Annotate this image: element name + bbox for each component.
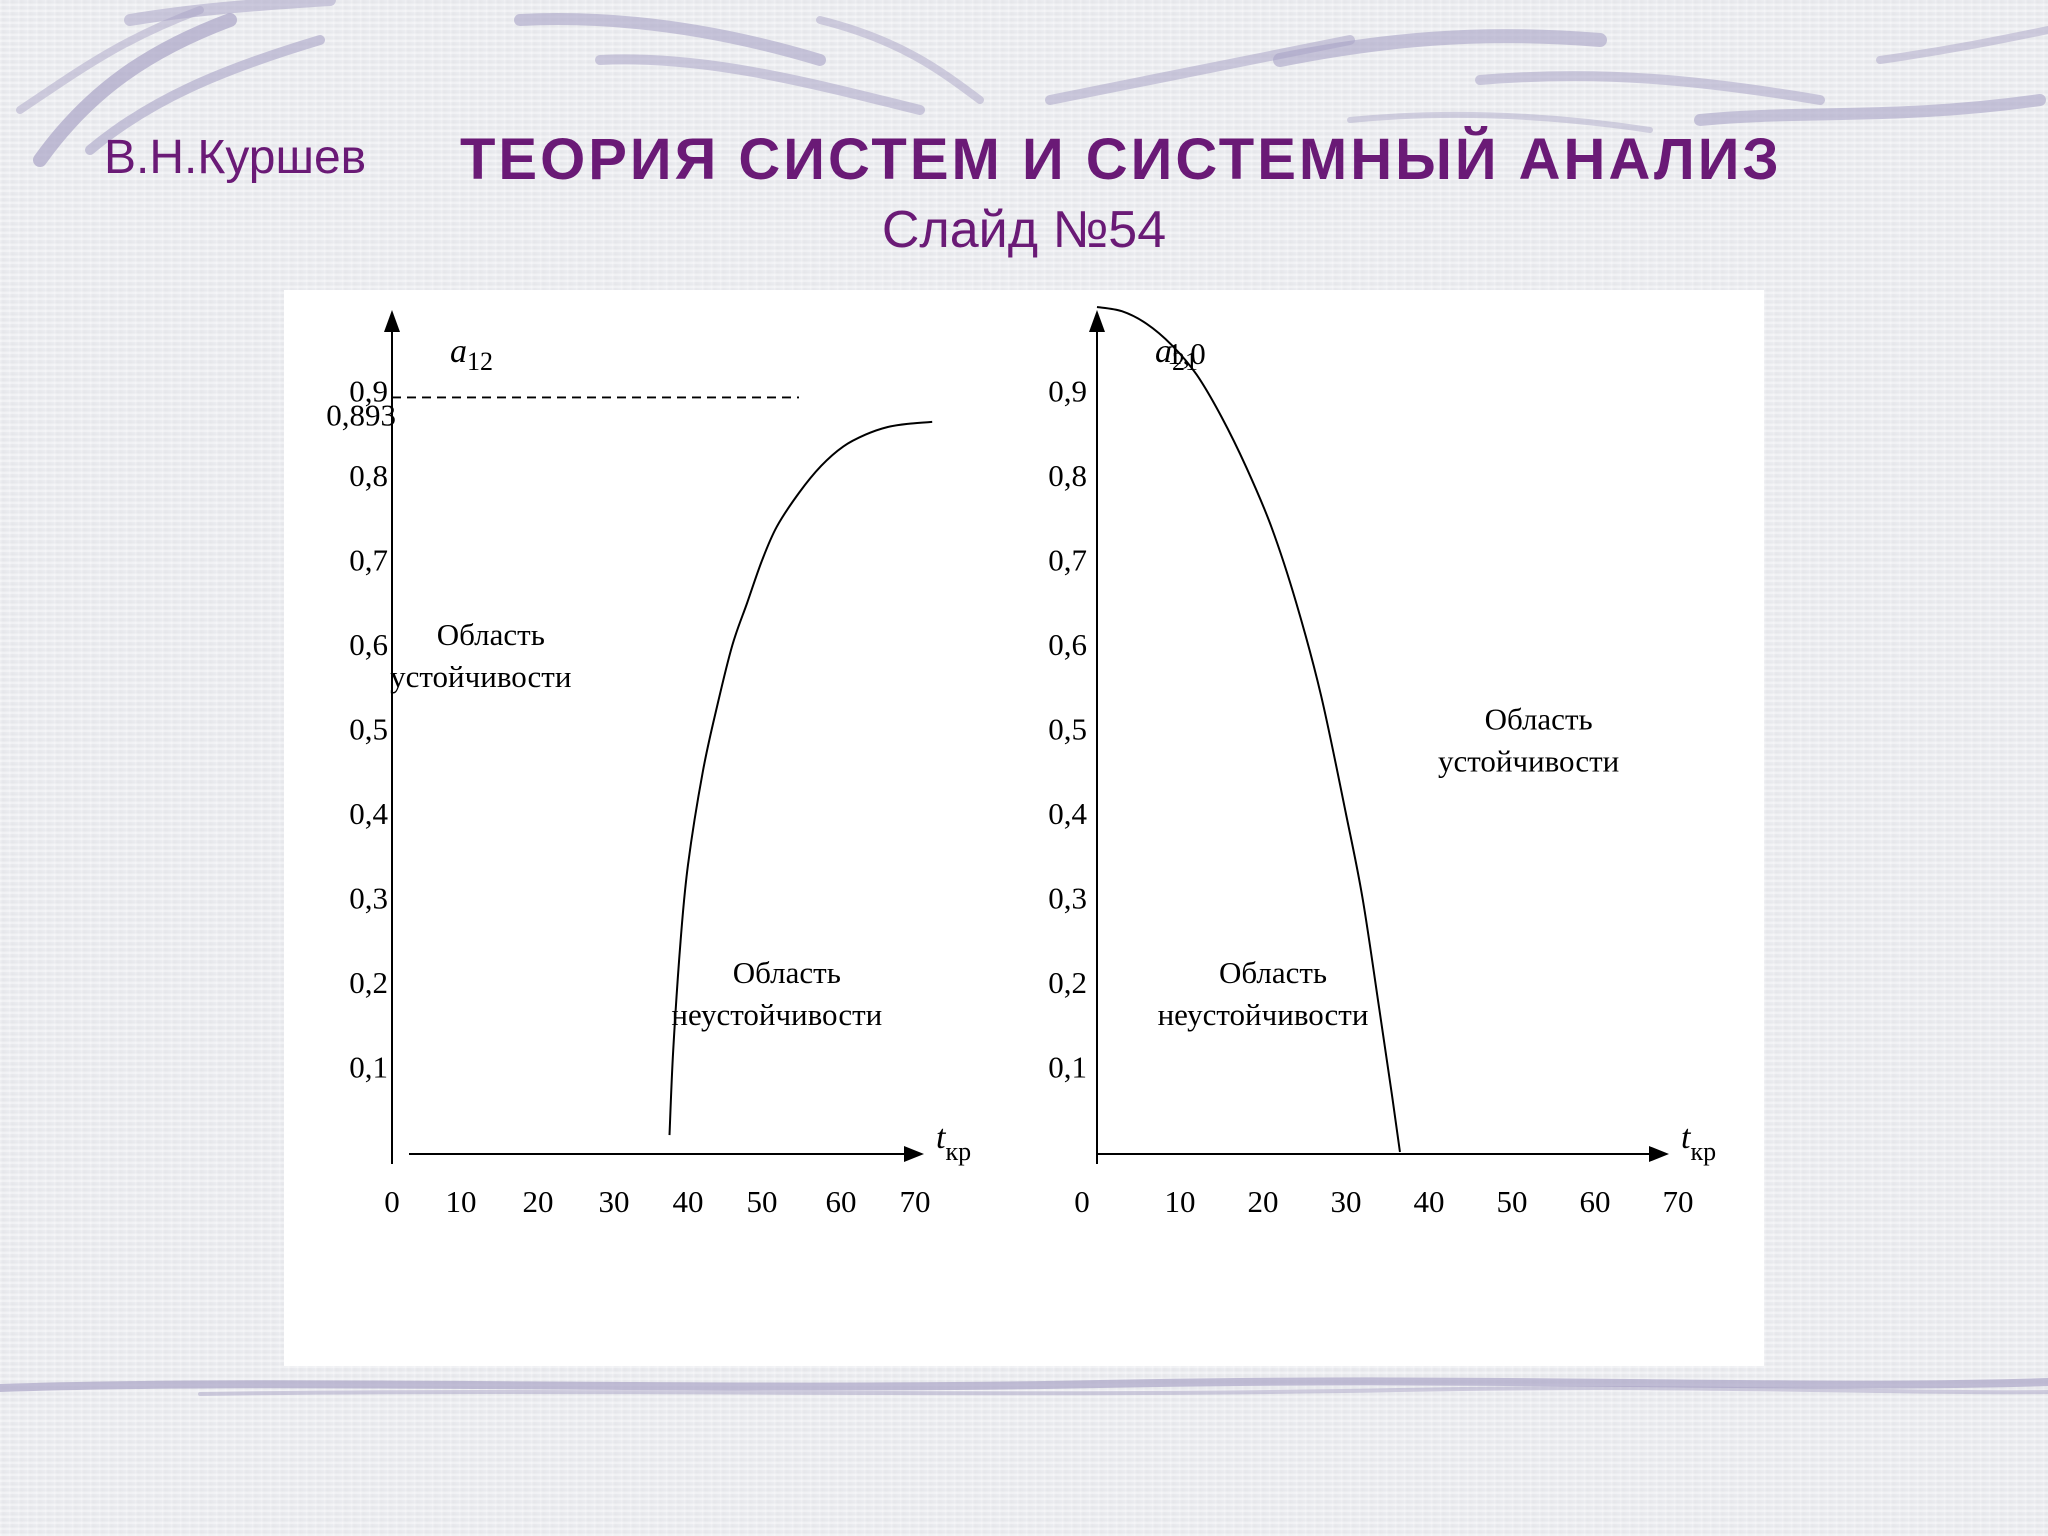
region-annotation: устойчивости bbox=[1438, 744, 1619, 779]
x-tick-label: 30 bbox=[599, 1184, 630, 1219]
y-axis-arrow bbox=[384, 310, 400, 332]
slide-title: ТЕОРИЯ СИСТЕМ И СИСТЕМНЫЙ АНАЛИЗ bbox=[460, 127, 1782, 192]
x-tick-label: 50 bbox=[1497, 1184, 1528, 1219]
x-tick-label: 0 bbox=[384, 1184, 400, 1219]
x-axis-arrow bbox=[1649, 1146, 1669, 1162]
x-tick-label: 40 bbox=[1414, 1184, 1445, 1219]
x-tick-label: 60 bbox=[1580, 1184, 1611, 1219]
y-tick-label: 0,5 bbox=[1048, 712, 1087, 747]
x-tick-label: 30 bbox=[1331, 1184, 1362, 1219]
x-tick-label: 10 bbox=[446, 1184, 477, 1219]
top-value-label: 1,0 bbox=[1167, 336, 1206, 371]
x-tick-label: 50 bbox=[747, 1184, 778, 1219]
y-tick-label: 0,4 bbox=[349, 796, 388, 831]
x-axis-arrow bbox=[904, 1146, 924, 1162]
top-brush-decoration bbox=[16, 0, 2048, 167]
y-tick-label: 0,1 bbox=[1048, 1050, 1087, 1085]
region-annotation: Область bbox=[733, 955, 841, 990]
y-tick-label: 0,8 bbox=[349, 458, 388, 493]
y-axis-arrow bbox=[1089, 310, 1105, 332]
y-tick-label: 0,9 bbox=[349, 374, 388, 409]
series-line bbox=[668, 420, 933, 1136]
bottom-brush-decoration bbox=[0, 1377, 2048, 1396]
y-tick-label: 0,6 bbox=[349, 627, 388, 662]
region-annotation: Область bbox=[437, 617, 545, 652]
x-tick-label: 70 bbox=[1663, 1184, 1694, 1219]
x-tick-label: 60 bbox=[826, 1184, 857, 1219]
reference-line-label: 0,893 bbox=[326, 397, 396, 432]
charts-svg: a12 tкр 0,1 0,2 0,3 0,4 0,5 0,6 0,7 0,8 0,9 0 10 20 30… bbox=[326, 306, 1716, 1219]
y-tick-label: 0,5 bbox=[349, 712, 388, 747]
y-tick-label: 0,9 bbox=[1048, 374, 1087, 409]
x-axis-label: tкр bbox=[936, 1119, 971, 1166]
y-tick-label: 0,2 bbox=[349, 965, 388, 1000]
chart-figure: a12 tкр 0,1 0,2 0,3 0,4 0,5 0,6 0,7 0,8 0,9 0 10 20 30… bbox=[284, 290, 1764, 1366]
region-annotation: устойчивости bbox=[390, 659, 571, 694]
y-tick-label: 0,7 bbox=[1048, 543, 1087, 578]
region-annotation: Область bbox=[1219, 955, 1327, 990]
x-axis-label: tкр bbox=[1681, 1119, 1716, 1166]
series-line bbox=[1096, 306, 1401, 1153]
y-tick-label: 0,2 bbox=[1048, 965, 1087, 1000]
x-tick-label: 40 bbox=[673, 1184, 704, 1219]
region-annotation: неустойчивости bbox=[1158, 997, 1369, 1032]
x-tick-label: 20 bbox=[1248, 1184, 1279, 1219]
y-tick-label: 0,1 bbox=[349, 1050, 388, 1085]
region-annotation: неустойчивости bbox=[671, 997, 882, 1032]
x-tick-label: 70 bbox=[900, 1184, 931, 1219]
x-tick-label: 20 bbox=[523, 1184, 554, 1219]
y-tick-label: 0,4 bbox=[1048, 796, 1087, 831]
y-axis-label: a12 bbox=[450, 333, 493, 376]
slide-number: Слайд №54 bbox=[881, 201, 1167, 259]
x-tick-label: 0 bbox=[1074, 1184, 1090, 1219]
y-tick-label: 0,6 bbox=[1048, 627, 1087, 662]
y-tick-label: 0,3 bbox=[349, 881, 388, 916]
region-annotation: Область bbox=[1485, 702, 1593, 737]
author-name: В.Н.Куршев bbox=[104, 131, 367, 184]
y-tick-label: 0,7 bbox=[349, 543, 388, 578]
y-tick-label: 0,8 bbox=[1048, 458, 1087, 493]
y-tick-label: 0,3 bbox=[1048, 881, 1087, 916]
x-tick-label: 10 bbox=[1165, 1184, 1196, 1219]
